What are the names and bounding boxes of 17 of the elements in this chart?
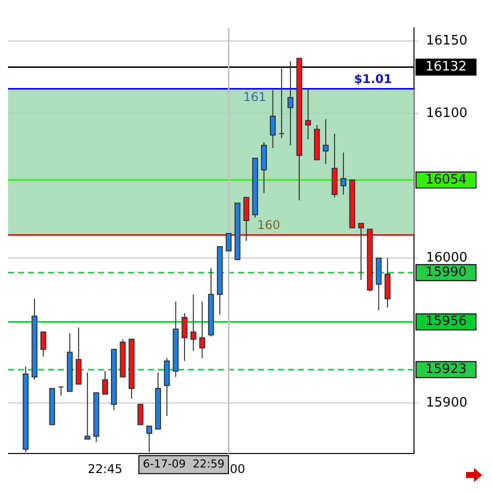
ref-line-label: 15956 [425,314,467,330]
x-tick-label: 22:45 [88,462,122,476]
annotation: $1.01 [354,72,392,86]
ref-line-label: 16132 [425,59,467,74]
ref-line-label: 15990 [425,265,467,280]
y-tick-label: 16100 [426,106,468,121]
y-tick-label: 16000 [426,250,468,266]
ref-line-label: 15923 [425,362,467,378]
y-tick-label: 16150 [426,33,468,48]
candlestick [278,68,285,139]
x-tick-label: 00 [230,462,246,476]
ref-line-label: 16054 [425,172,467,188]
ref-line-label: 6-17-09 22:59 [142,457,224,470]
candlestick [58,386,64,396]
annotation: 161 [243,90,266,104]
annotation: 160 [257,218,280,232]
y-tick-label: 15900 [426,395,468,410]
